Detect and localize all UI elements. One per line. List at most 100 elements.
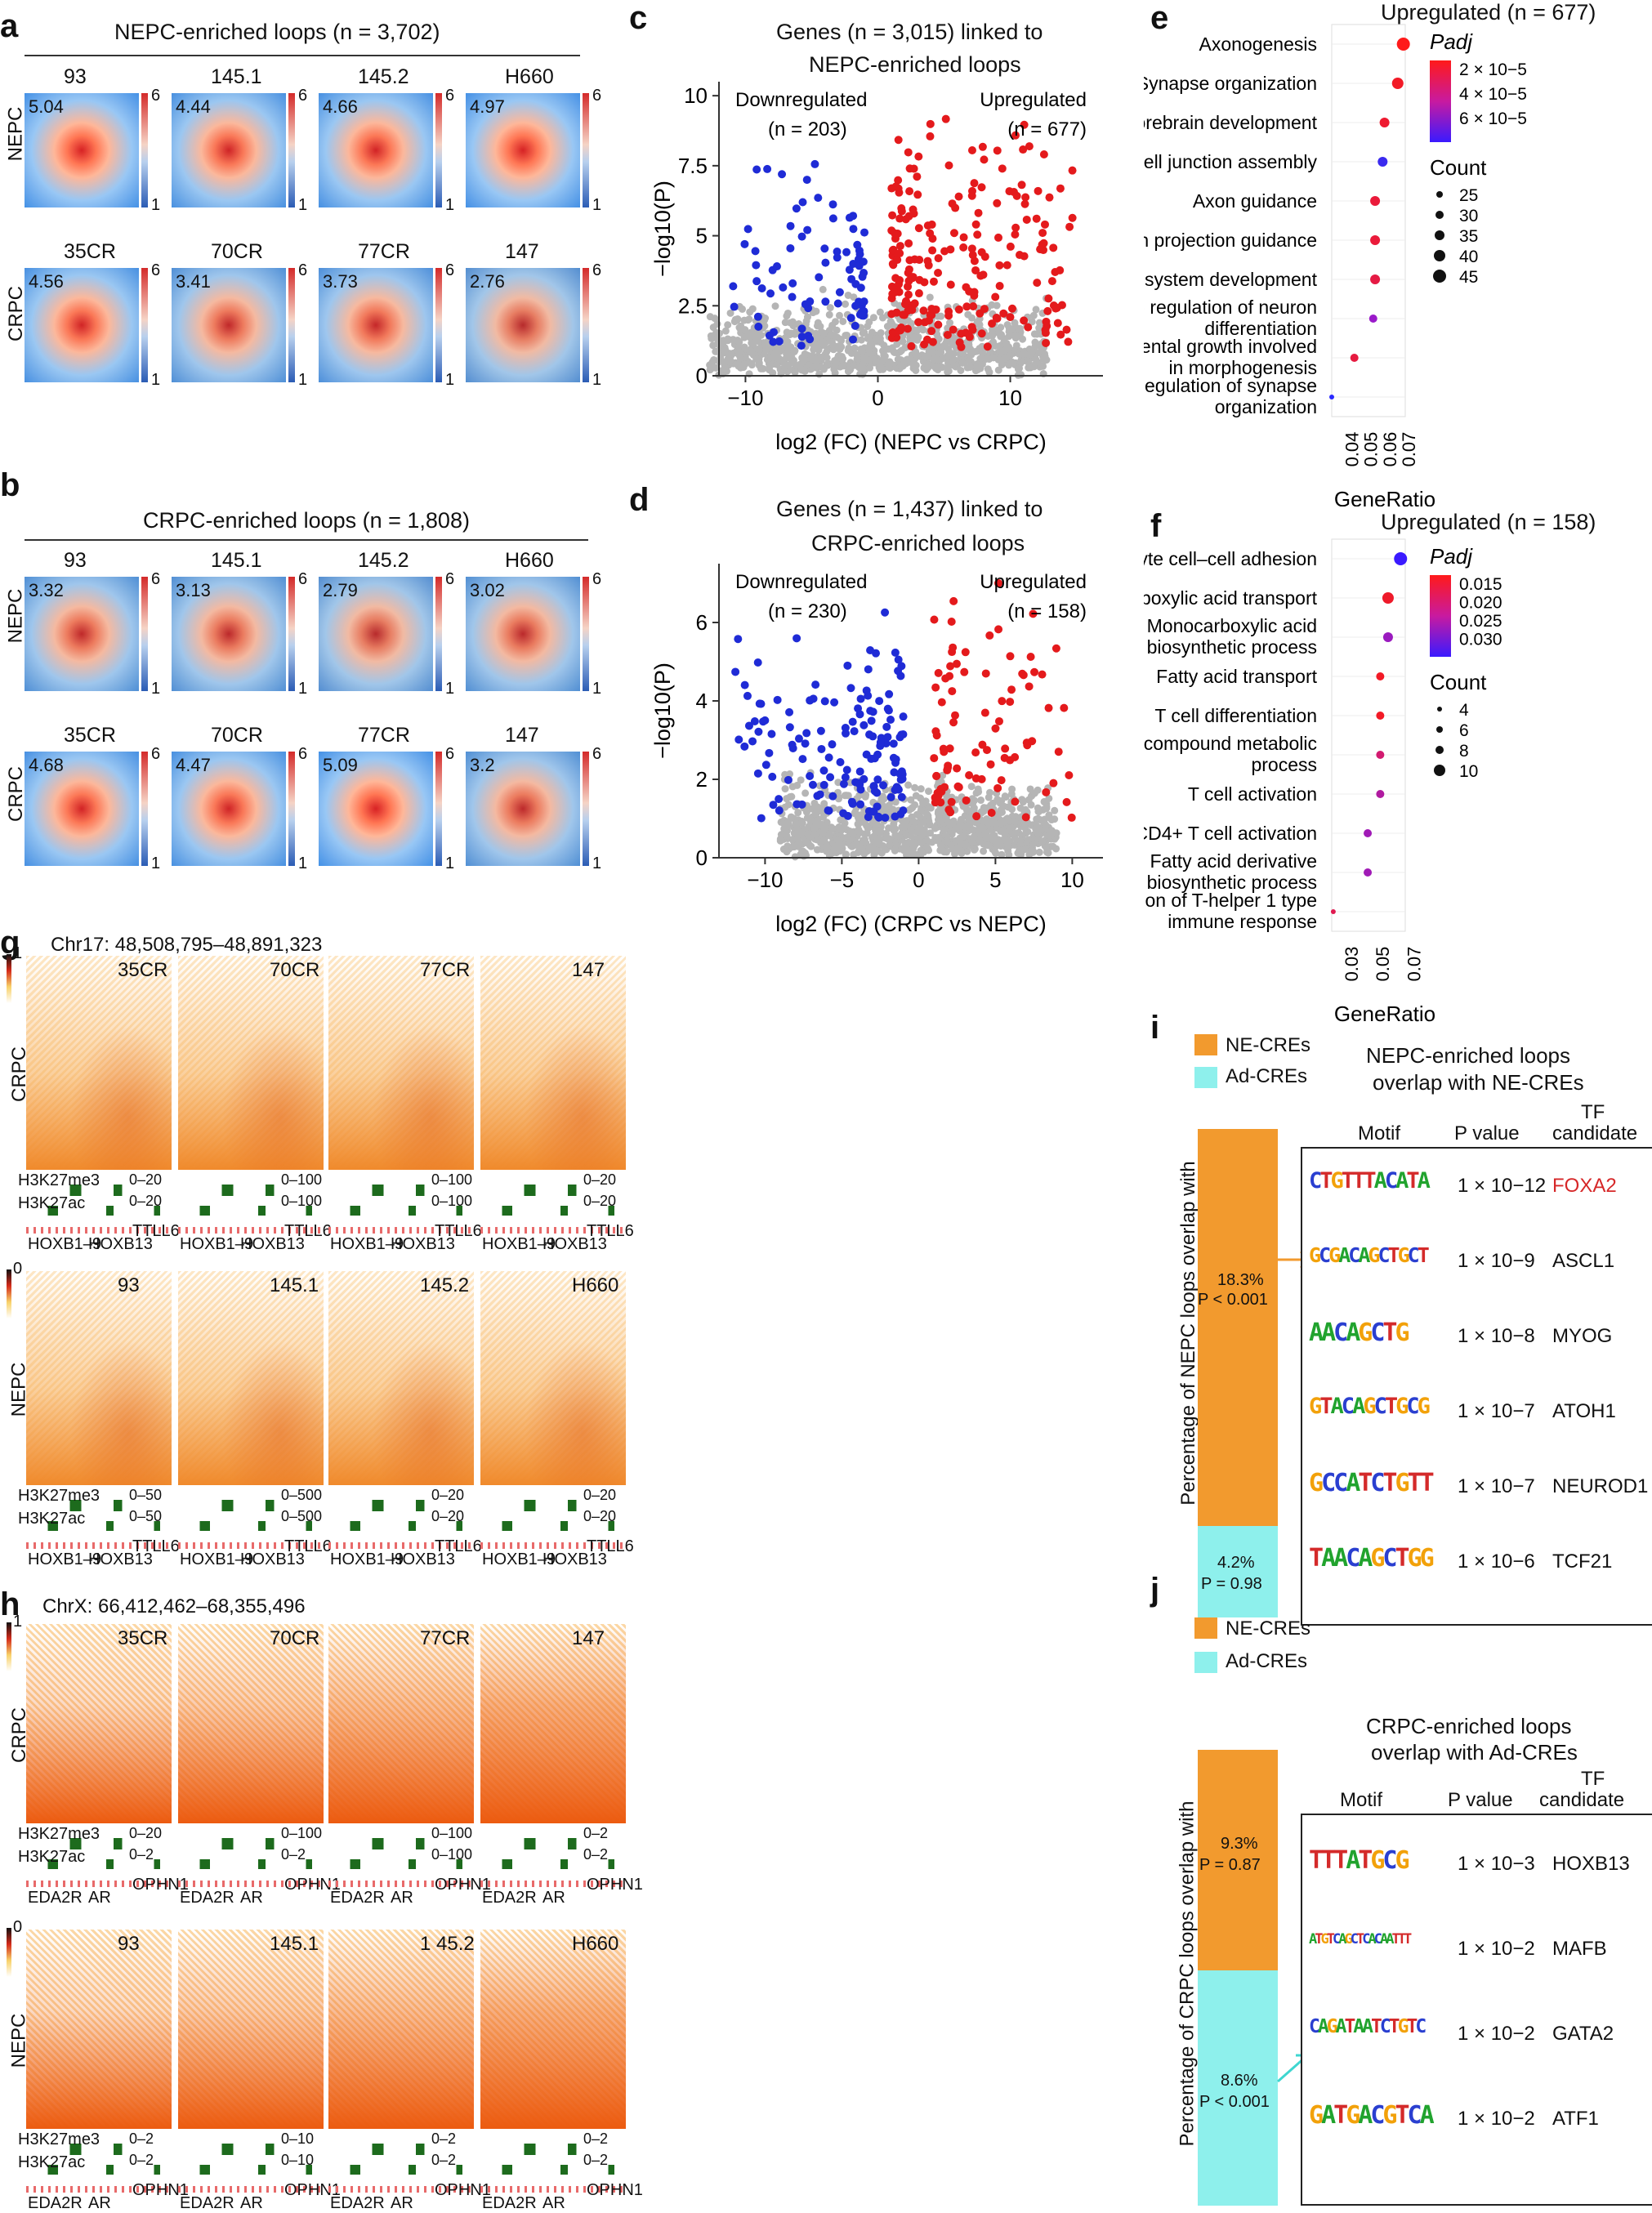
volcano-point-up [962, 283, 971, 292]
volcano-point-down [897, 792, 906, 801]
volcano-point-ns [825, 310, 833, 319]
volcano-point-up [993, 578, 1002, 587]
volcano-point-up [1043, 306, 1052, 315]
panel-b-apa-score: 4.47 [176, 755, 211, 775]
panel-g-sample-label: 77CR [420, 959, 471, 981]
panel-h-gene-track [480, 1881, 626, 1887]
volcano-point-down [850, 727, 859, 736]
volcano-point-ns [1028, 348, 1036, 356]
volcano-point-up [1033, 279, 1042, 288]
volcano-point-down [881, 813, 890, 822]
volcano-x-tick-label: −5 [830, 868, 855, 892]
volcano-point-ns [865, 843, 873, 851]
volcano-point-down [772, 262, 781, 271]
volcano-point-ns [919, 799, 927, 807]
volcano-point-ns [1011, 331, 1020, 339]
panel-a-colorbar [141, 93, 148, 207]
panel-i-motif-pvalue: 1 × 10−9 [1458, 1250, 1535, 1272]
volcano-point-ns [883, 835, 891, 843]
dotplot-count-dot [1436, 191, 1443, 198]
volcano-point-up [1006, 698, 1015, 707]
volcano-point-down [765, 331, 774, 340]
volcano-point-ns [926, 804, 935, 812]
volcano-point-ns [1032, 306, 1040, 314]
volcano-point-up [941, 114, 950, 123]
panel-a-col-label: 70CR [211, 240, 263, 263]
volcano-point-down [734, 635, 743, 644]
dotplot-point [1364, 829, 1373, 837]
volcano-point-up [904, 239, 913, 248]
volcano-point-ns [1001, 836, 1009, 844]
volcano-point-ns [819, 329, 828, 337]
volcano-point-down [891, 648, 900, 657]
volcano-point-down [856, 800, 865, 809]
panel-h-gene3: OPHN1 [132, 2181, 189, 2199]
volcano-point-down [752, 277, 761, 286]
volcano-point-ns [991, 848, 999, 856]
panel-a-colorbar-min: 1 [592, 371, 602, 389]
panel-g-ac-range: 0–20 [431, 1508, 465, 1524]
volcano-y-tick-label: 7.5 [678, 154, 708, 178]
panel-j-title-line2: overlap with Ad-CREs [1371, 1740, 1578, 1765]
volcano-point-ns [1008, 805, 1016, 814]
volcano-point-ns [781, 785, 789, 793]
volcano-point-up [946, 662, 955, 671]
volcano-y-tick-label: 4 [696, 689, 708, 713]
panel-a-title-rule [25, 55, 580, 56]
panel-g-h3k27ac-track [178, 1206, 324, 1216]
panel-h-sample-label: 93 [118, 1933, 140, 1955]
volcano-point-ns [950, 362, 958, 370]
volcano-point-ns [726, 309, 734, 317]
volcano-point-down [856, 694, 865, 703]
volcano-point-down [885, 689, 894, 698]
volcano-point-down [886, 792, 895, 801]
volcano-point-up [1006, 313, 1015, 322]
volcano-point-ns [958, 350, 967, 358]
volcano-point-ns [886, 841, 894, 849]
volcano-point-up [993, 783, 1002, 792]
volcano-point-up [927, 327, 936, 336]
volcano-point-up [940, 247, 949, 256]
volcano-point-ns [1016, 364, 1024, 373]
volcano-point-up [965, 770, 974, 779]
panel-g-me3-range: 0–20 [583, 1171, 617, 1188]
panel-h-h3k27me3-track [26, 1838, 172, 1849]
volcano-point-ns [911, 783, 919, 792]
volcano-point-down [798, 755, 807, 764]
volcano-point-ns [837, 355, 846, 363]
volcano-point-ns [706, 366, 714, 374]
volcano-point-up [959, 233, 968, 242]
volcano-point-ns [856, 813, 864, 821]
volcano-point-ns [801, 367, 809, 375]
volcano-point-down [817, 744, 826, 753]
panel-j-ad-pct: 8.6% [1221, 2072, 1258, 2090]
panel-a-col-label: 93 [64, 65, 87, 88]
volcano-point-ns [998, 361, 1006, 369]
volcano-point-down [768, 772, 777, 781]
panel-a-colorbar-max: 6 [298, 87, 308, 105]
volcano-point-ns [910, 333, 918, 341]
panel-h-sample-label: 1 45.2 [420, 1933, 475, 1955]
panel-b-colorbar-max: 6 [592, 745, 602, 763]
volcano-point-ns [860, 328, 868, 337]
volcano-point-down [846, 314, 855, 323]
dotplot-point [1379, 118, 1390, 127]
panel-h-h3k27me3-track [328, 2144, 474, 2155]
volcano-point-up [947, 797, 956, 806]
volcano-point-up [953, 782, 962, 791]
volcano-point-down [891, 812, 900, 821]
volcano-point-up [910, 299, 919, 308]
volcano-point-ns [793, 781, 801, 789]
dotplot-term-label: biosynthetic process [1147, 872, 1317, 893]
volcano-point-up [945, 744, 954, 753]
volcano-point-ns [934, 366, 942, 374]
volcano-point-ns [918, 838, 926, 846]
dotplot-count-tick: 8 [1459, 742, 1469, 761]
panel-a-col-label: 77CR [358, 240, 410, 263]
panel-e-title: Upregulated (n = 677) [1381, 0, 1596, 25]
volcano-x-tick-label: 0 [872, 386, 883, 410]
volcano-point-ns [944, 359, 952, 368]
volcano-y-tick-label: 0 [696, 364, 708, 388]
volcano-point-up [1067, 813, 1076, 822]
volcano-point-down [734, 735, 743, 744]
